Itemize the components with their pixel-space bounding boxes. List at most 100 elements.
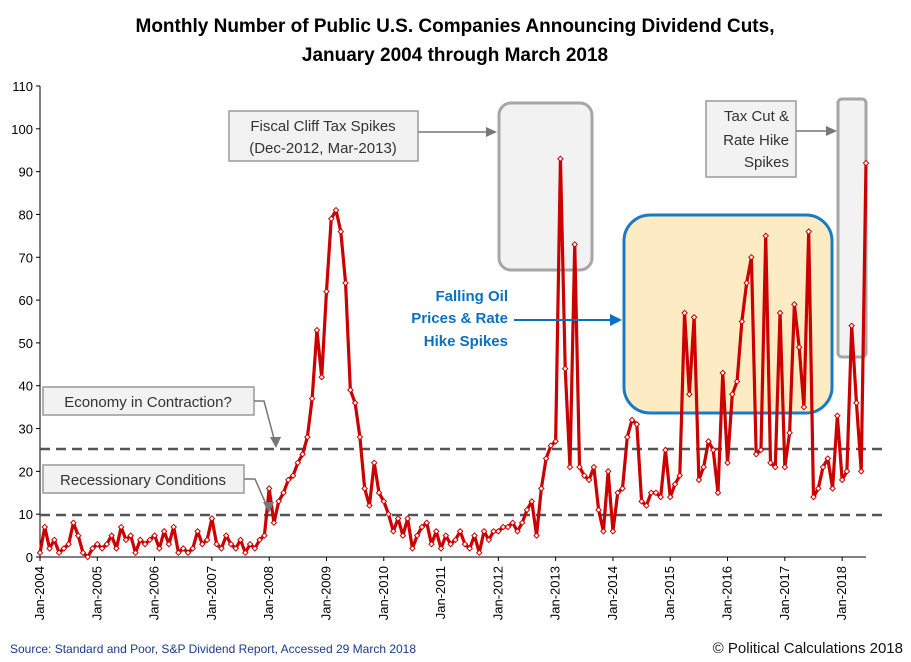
- data-point: [609, 528, 617, 535]
- data-point: [523, 506, 531, 514]
- data-point: [404, 515, 411, 522]
- data-point: [771, 463, 779, 471]
- data-point: [690, 313, 698, 321]
- data-point: [843, 468, 851, 475]
- data-point: [380, 498, 388, 505]
- data-point: [671, 480, 679, 488]
- data-point: [175, 549, 182, 557]
- data-point: [299, 450, 306, 458]
- tax-cut-label-box: [705, 100, 797, 178]
- data-point: [337, 228, 345, 235]
- series-line: [38, 157, 868, 559]
- data-point: [538, 485, 545, 492]
- data-point: [824, 455, 832, 462]
- data-point: [748, 253, 755, 261]
- y-tick-label: 110: [12, 79, 33, 94]
- data-point: [504, 523, 512, 531]
- data-point: [647, 489, 655, 497]
- data-point: [113, 545, 120, 552]
- data-point: [810, 493, 817, 501]
- data-point: [834, 412, 841, 420]
- data-point: [643, 502, 650, 509]
- x-tick-label: Jan-2016: [720, 566, 735, 620]
- y-tick-label: 70: [19, 250, 33, 265]
- data-point: [743, 279, 750, 287]
- x-tick-label: Jan-2007: [204, 566, 219, 620]
- contraction-label-box: [42, 386, 255, 416]
- data-point: [332, 206, 340, 214]
- x-tick-group: Jan-2004 Jan-2005 Jan-2006 Jan-2007 Jan-2008…: [32, 557, 849, 620]
- y-tick-label: 30: [19, 422, 33, 437]
- data-point: [84, 553, 92, 561]
- data-point: [561, 365, 569, 372]
- data-point: [686, 390, 693, 398]
- fiscal-cliff-arrowhead: [486, 127, 497, 137]
- y-tick-group: 0 10 20 30 40 50 60 70 80 90 100 110: [11, 79, 40, 565]
- data-point: [791, 301, 798, 308]
- data-point: [318, 373, 326, 381]
- data-point: [447, 540, 454, 548]
- data-point: [466, 545, 474, 552]
- data-point: [55, 549, 63, 557]
- data-point: [93, 540, 101, 548]
- recession-label-box: [42, 464, 245, 494]
- data-point: [580, 472, 588, 479]
- data-point: [590, 463, 598, 471]
- data-point: [533, 532, 540, 539]
- data-point: [614, 489, 622, 497]
- copyright-credit: © Political Calculations 2018: [713, 640, 903, 657]
- oil-arrowhead: [610, 314, 622, 326]
- data-point: [323, 288, 330, 295]
- data-point: [218, 545, 225, 552]
- tax-cut-label-line2: Rate Hike: [723, 132, 789, 149]
- data-point: [638, 498, 645, 505]
- oil-label-line1: Falling Oil: [435, 288, 508, 305]
- data-point: [657, 493, 665, 501]
- data-point: [528, 498, 536, 505]
- data-point: [666, 493, 674, 501]
- data-point: [518, 519, 526, 527]
- data-point: [189, 545, 197, 552]
- contraction-arrow: [254, 400, 277, 447]
- data-point: [762, 232, 770, 240]
- y-tick-label: 80: [19, 207, 33, 222]
- data-point: [108, 532, 115, 539]
- data-point: [165, 540, 173, 548]
- data-point: [576, 463, 583, 471]
- data-point: [156, 545, 163, 552]
- data-point: [456, 528, 464, 535]
- data-point: [270, 519, 278, 527]
- recession-arrow: [244, 478, 270, 512]
- data-point: [89, 545, 96, 552]
- data-point: [280, 489, 287, 497]
- data-point: [356, 433, 364, 441]
- recession-arrowhead: [263, 502, 274, 513]
- chart-subtitle: January 2004 through March 2018: [302, 45, 608, 66]
- data-point: [485, 536, 493, 544]
- x-tick-label: Jan-2011: [433, 566, 448, 619]
- data-point: [136, 536, 144, 544]
- data-point: [213, 540, 220, 548]
- data-point: [662, 446, 669, 454]
- data-point: [351, 399, 359, 407]
- data-point: [194, 528, 201, 535]
- data-point: [265, 485, 273, 492]
- data-point: [853, 399, 860, 407]
- fiscal-cliff-highlight-box: [497, 101, 594, 272]
- data-point: [619, 485, 626, 492]
- data-point: [652, 489, 660, 497]
- data-point: [695, 476, 703, 484]
- data-point: [51, 536, 58, 544]
- data-point: [294, 459, 302, 467]
- axes: [39, 86, 866, 558]
- data-point: [714, 489, 722, 497]
- recession-label: Recessionary Conditions: [60, 472, 226, 489]
- data-point: [342, 279, 349, 287]
- data-point: [132, 549, 139, 557]
- data-point: [490, 528, 497, 535]
- data-point: [146, 536, 154, 544]
- data-point: [275, 498, 283, 505]
- tax-cut-label-line1: Tax Cut &: [724, 108, 789, 125]
- tax-cut-arrowhead: [826, 126, 837, 136]
